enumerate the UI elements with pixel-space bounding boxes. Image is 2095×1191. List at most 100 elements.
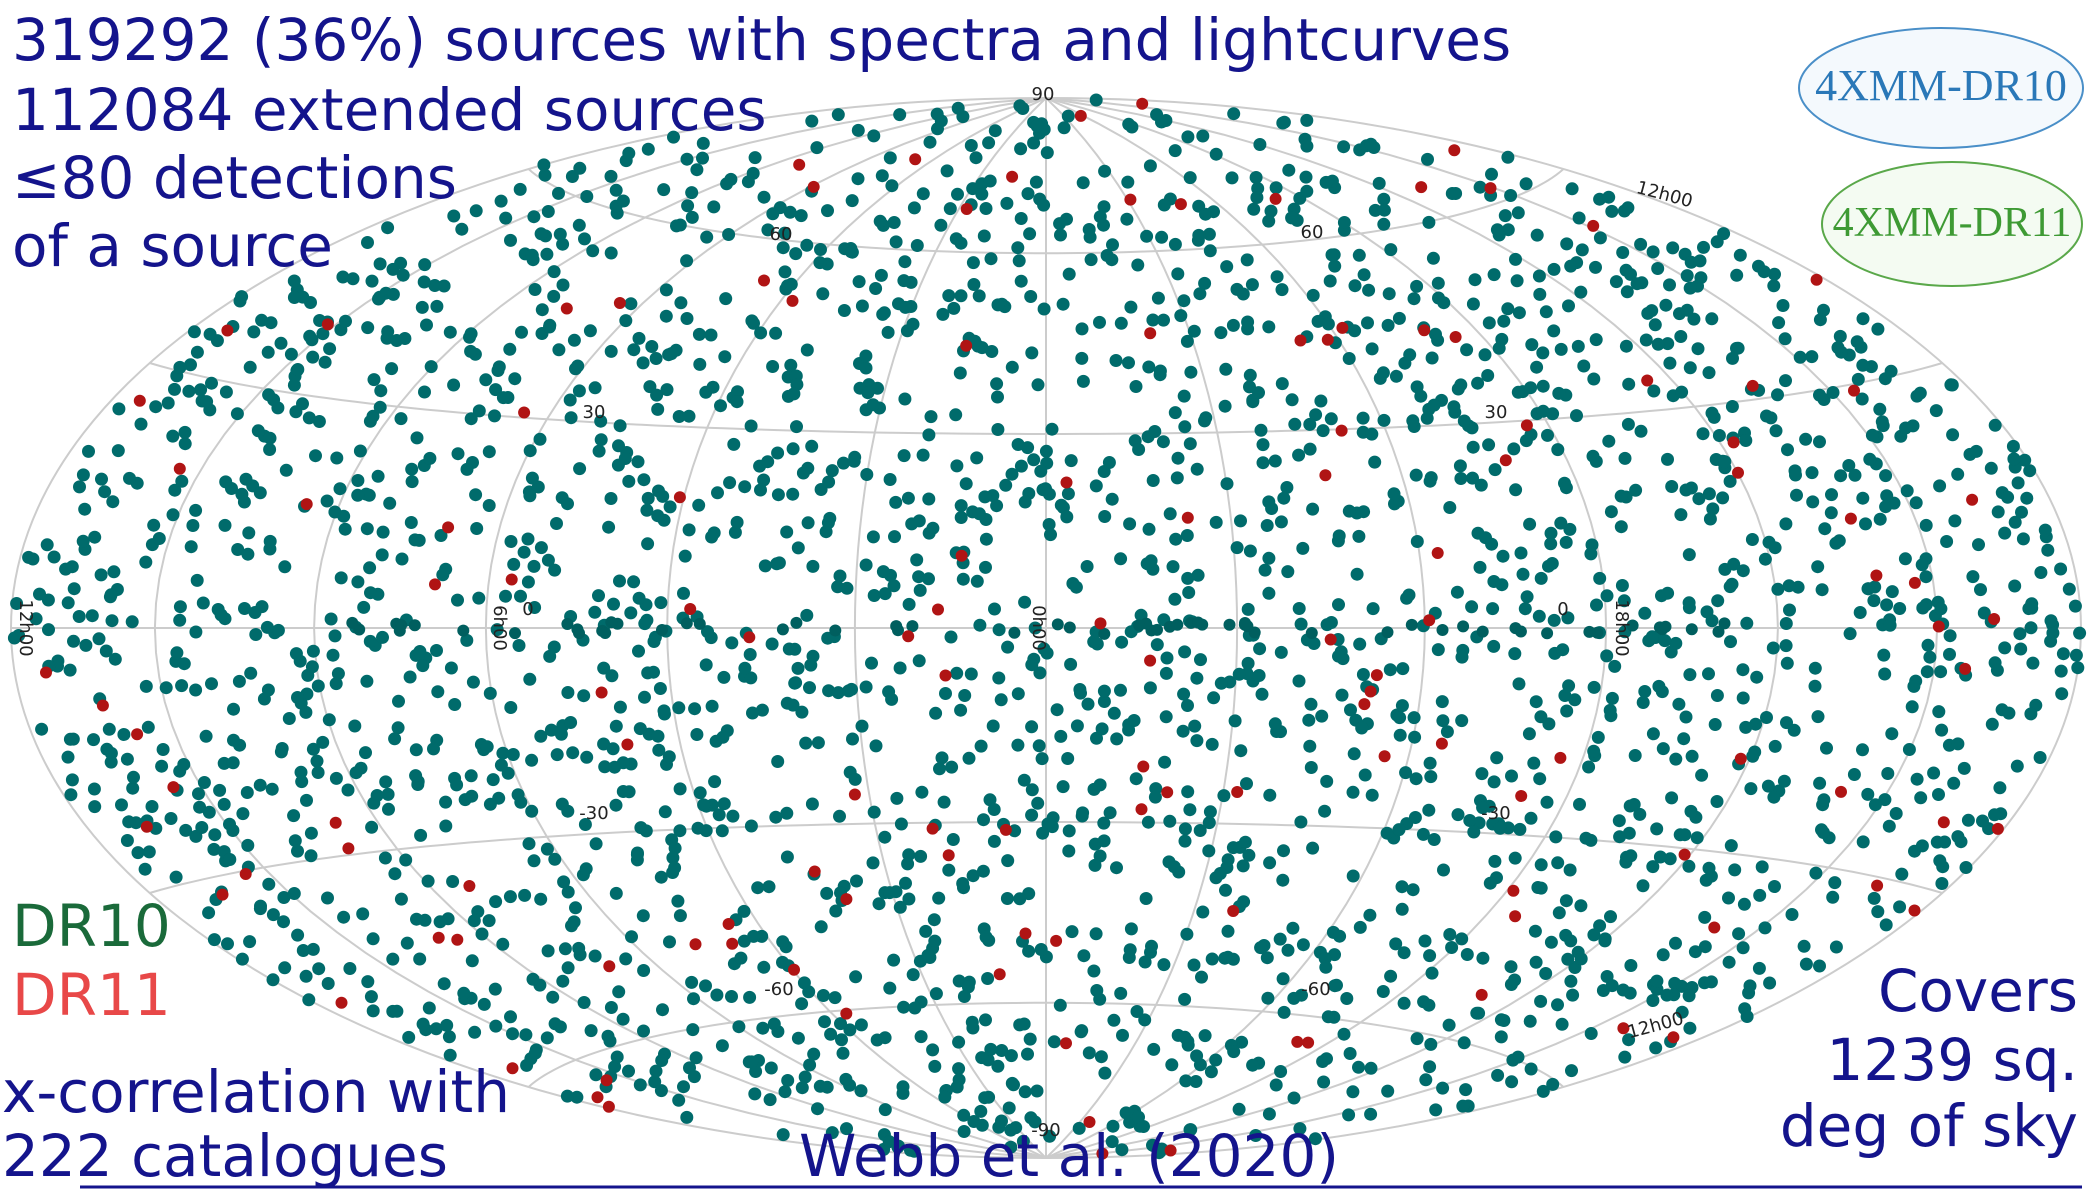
source-dot bbox=[524, 444, 537, 457]
source-dot bbox=[1011, 739, 1024, 752]
source-dot bbox=[1602, 191, 1615, 204]
source-dot bbox=[1352, 1061, 1365, 1074]
source-dot bbox=[79, 639, 92, 652]
source-dot bbox=[743, 991, 756, 1004]
source-dot bbox=[895, 818, 908, 831]
source-dot bbox=[288, 291, 301, 304]
source-dot bbox=[1424, 770, 1437, 783]
source-dot bbox=[1123, 517, 1136, 530]
source-dot bbox=[418, 386, 431, 399]
source-dot bbox=[377, 526, 390, 539]
source-dot bbox=[459, 793, 472, 806]
source-dot bbox=[1202, 844, 1215, 857]
source-dot bbox=[569, 901, 582, 914]
source-dot bbox=[718, 797, 731, 810]
source-dot bbox=[2007, 452, 2020, 465]
source-dot bbox=[2071, 661, 2084, 674]
source-dot bbox=[2002, 707, 2015, 720]
source-dot bbox=[727, 438, 740, 451]
source-dot bbox=[1737, 692, 1750, 705]
source-dot bbox=[483, 914, 496, 927]
source-dot bbox=[1497, 550, 1510, 563]
source-dot bbox=[1544, 537, 1557, 550]
source-dot bbox=[1411, 380, 1424, 393]
source-dot bbox=[1087, 635, 1100, 648]
source-dot bbox=[947, 302, 960, 315]
source-dot bbox=[989, 124, 1002, 137]
source-dot bbox=[1663, 357, 1676, 370]
source-dot bbox=[716, 824, 729, 837]
source-dot-dr11 bbox=[1708, 922, 1720, 934]
source-dot bbox=[930, 987, 943, 1000]
source-dot bbox=[1649, 318, 1662, 331]
source-dot bbox=[1685, 805, 1698, 818]
source-dot bbox=[1357, 668, 1370, 681]
source-dot bbox=[231, 407, 244, 420]
source-dot bbox=[1457, 620, 1469, 632]
source-dot bbox=[561, 805, 574, 818]
source-dot bbox=[764, 1093, 777, 1106]
source-dot bbox=[409, 769, 422, 782]
source-dot bbox=[529, 283, 542, 296]
source-dot bbox=[1541, 796, 1554, 809]
source-dot bbox=[1015, 212, 1028, 225]
source-dot bbox=[605, 170, 618, 183]
source-dot bbox=[890, 885, 903, 898]
source-dot bbox=[1706, 614, 1719, 627]
source-dot bbox=[1192, 229, 1205, 242]
source-dot bbox=[1031, 1085, 1044, 1098]
source-dot bbox=[829, 991, 842, 1004]
source-dot bbox=[651, 509, 664, 522]
source-dot bbox=[1541, 627, 1553, 639]
source-dot bbox=[1077, 176, 1090, 189]
source-dot bbox=[1271, 270, 1284, 283]
source-dot-dr11 bbox=[1485, 182, 1497, 194]
source-dot bbox=[1537, 380, 1550, 393]
source-dot-dr11 bbox=[1938, 816, 1950, 828]
source-dot bbox=[1883, 820, 1896, 833]
source-dot bbox=[879, 1103, 892, 1116]
source-dot bbox=[1991, 664, 2004, 677]
source-dot bbox=[1357, 412, 1370, 425]
source-dot-dr11 bbox=[758, 275, 770, 287]
source-dot bbox=[1032, 378, 1045, 391]
source-dot bbox=[262, 878, 275, 891]
source-dot bbox=[599, 627, 611, 639]
source-dot bbox=[638, 691, 651, 704]
source-dot bbox=[402, 1031, 415, 1044]
source-dot bbox=[860, 681, 873, 694]
source-dot bbox=[1167, 560, 1180, 573]
source-dot bbox=[1587, 745, 1600, 758]
source-dot bbox=[936, 308, 949, 321]
source-dot bbox=[1058, 121, 1071, 134]
source-dot bbox=[1436, 695, 1449, 708]
source-dot-dr11 bbox=[134, 395, 146, 407]
source-dot bbox=[744, 648, 757, 661]
source-dot bbox=[448, 698, 461, 711]
source-dot bbox=[1292, 449, 1305, 462]
source-dot bbox=[1705, 975, 1718, 988]
source-dot-dr11 bbox=[1136, 803, 1148, 815]
source-dot bbox=[1647, 727, 1660, 740]
source-dot bbox=[1199, 208, 1212, 221]
source-dot bbox=[1436, 714, 1449, 727]
source-dot bbox=[1377, 985, 1390, 998]
source-dot bbox=[1783, 579, 1796, 592]
source-dot bbox=[1257, 438, 1270, 451]
source-dot bbox=[267, 973, 280, 986]
source-dot bbox=[306, 660, 319, 673]
source-dot-dr11 bbox=[97, 700, 109, 712]
source-dot bbox=[185, 540, 198, 553]
source-dot bbox=[409, 533, 422, 546]
source-dot bbox=[1452, 808, 1465, 821]
source-dot bbox=[1396, 903, 1409, 916]
source-dot bbox=[1351, 568, 1364, 581]
source-dot bbox=[543, 321, 556, 334]
source-dot-dr11 bbox=[1933, 621, 1945, 633]
source-dot bbox=[612, 985, 625, 998]
source-dot bbox=[1700, 874, 1713, 887]
source-dot bbox=[939, 687, 952, 700]
source-dot bbox=[826, 464, 839, 477]
source-dot bbox=[1665, 791, 1678, 804]
source-dot bbox=[561, 1090, 574, 1103]
